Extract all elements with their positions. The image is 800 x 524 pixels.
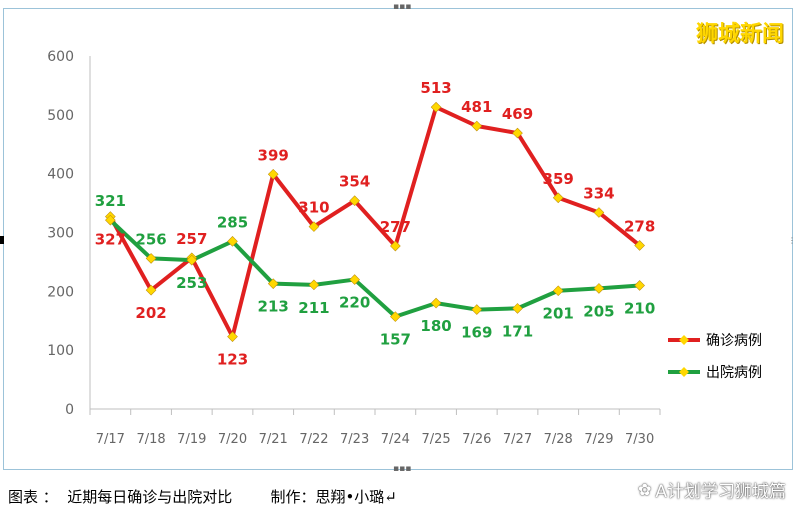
- legend-label: 出院病例: [706, 365, 762, 381]
- data-label: 399: [258, 146, 289, 164]
- series-layer: 327 202 257 123 399 310 354 277 513 481 469 359 334 2…: [95, 79, 656, 368]
- y-tick-label: 600: [47, 49, 74, 65]
- data-label: 202: [135, 304, 166, 322]
- x-tick-label: 7/22: [299, 432, 328, 447]
- data-point-marker: [634, 240, 645, 251]
- resize-handle-bottom[interactable]: ▪▪▪: [393, 464, 412, 474]
- data-point-marker: [308, 279, 320, 291]
- resize-handle-right[interactable]: ⋮: [788, 236, 796, 245]
- data-point-marker: [227, 331, 238, 342]
- data-label: 205: [583, 302, 614, 320]
- y-tick-label: 300: [47, 226, 74, 242]
- x-tick-label: 7/20: [218, 432, 247, 447]
- data-label: 481: [461, 98, 492, 116]
- data-point-marker: [593, 283, 605, 294]
- data-label: 171: [502, 322, 533, 340]
- series-line-discharged: [108, 218, 640, 319]
- data-point-marker: [308, 221, 320, 232]
- data-point-marker: [267, 168, 279, 180]
- legend-swatch-marker: [679, 335, 689, 345]
- chart-caption: 图表 ： 近期每日确诊与出院对比 制作：思翔•小璐↵: [8, 488, 397, 506]
- resize-handle-top[interactable]: ▪▪▪: [393, 2, 412, 12]
- data-point-marker: [145, 253, 157, 264]
- x-tick-label: 7/25: [421, 432, 450, 447]
- data-point-marker: [634, 280, 645, 291]
- data-label: 213: [258, 298, 289, 316]
- x-tick-label: 7/23: [340, 432, 369, 447]
- wechat-icon: ✿: [637, 480, 652, 499]
- data-label: 157: [380, 331, 411, 349]
- data-label: 310: [298, 199, 329, 217]
- data-label: 201: [543, 305, 574, 323]
- data-label: 253: [176, 274, 207, 292]
- data-point-marker: [390, 311, 401, 322]
- data-point-marker: [145, 284, 157, 296]
- data-label: 354: [339, 173, 370, 191]
- data-label: 169: [461, 324, 492, 342]
- data-label: 513: [420, 79, 451, 97]
- data-point-marker: [552, 192, 564, 204]
- data-point-marker: [267, 278, 279, 289]
- x-tick-label: 7/30: [625, 432, 654, 447]
- legend-label: 确诊病例: [706, 333, 762, 349]
- x-tick-label: 7/21: [259, 432, 288, 447]
- wechat-account-tag: ✿ A计划学习狮城篇: [638, 477, 786, 502]
- x-tick-label: 7/26: [462, 432, 491, 447]
- data-point-marker: [430, 297, 442, 309]
- data-point-marker: [430, 101, 442, 113]
- data-point-marker: [593, 207, 605, 218]
- data-label: 123: [217, 351, 248, 369]
- data-label: 220: [339, 294, 370, 312]
- data-point-marker: [512, 303, 523, 314]
- data-label: 321: [95, 192, 126, 210]
- x-axis: 7/17 7/18 7/19 7/20 7/21 7/22 7/23 7/24 7/25 7/26…: [89, 408, 661, 447]
- data-label: 285: [217, 213, 248, 231]
- y-tick-label: 200: [47, 284, 74, 300]
- y-axis: 0 100 200 300 400 500 600: [47, 49, 91, 418]
- data-label: 327: [95, 231, 126, 249]
- data-label: 278: [624, 217, 655, 235]
- series-line-confirmed: [108, 105, 641, 339]
- data-label: 257: [176, 230, 207, 248]
- x-tick-label: 7/24: [381, 432, 410, 447]
- data-point-marker: [186, 254, 198, 266]
- data-label: 210: [624, 299, 655, 317]
- data-label: 277: [380, 218, 411, 236]
- data-label: 359: [543, 170, 574, 188]
- x-tick-label: 7/27: [503, 432, 532, 447]
- data-label: 334: [583, 184, 614, 202]
- y-tick-label: 400: [47, 167, 74, 183]
- data-point-marker: [471, 304, 483, 315]
- y-tick-label: 100: [47, 343, 74, 359]
- data-point-marker: [349, 274, 360, 285]
- y-tick-label: 500: [47, 108, 74, 124]
- data-point-marker: [552, 285, 564, 297]
- x-tick-label: 7/19: [177, 432, 206, 447]
- x-tick-label: 7/29: [584, 432, 613, 447]
- legend-swatch-marker: [679, 367, 689, 377]
- x-tick-label: 7/18: [136, 432, 165, 447]
- data-point-marker: [390, 240, 401, 252]
- data-label: 211: [298, 299, 329, 317]
- data-point-marker: [349, 195, 360, 207]
- data-point-marker: [105, 214, 116, 226]
- wechat-account-name: A计划学习狮城篇: [655, 482, 786, 502]
- data-point-marker: [512, 127, 523, 139]
- x-tick-label: 7/28: [544, 432, 573, 447]
- data-point-marker: [471, 120, 483, 132]
- data-label: 469: [502, 105, 533, 123]
- resize-handle-left[interactable]: [0, 236, 4, 244]
- watermark-logo: 狮城新闻: [695, 22, 784, 47]
- data-label: 256: [135, 230, 166, 248]
- data-label: 180: [420, 317, 451, 335]
- x-tick-label: 7/17: [96, 432, 125, 447]
- data-point-marker: [227, 236, 238, 247]
- y-tick-label: 0: [65, 402, 74, 418]
